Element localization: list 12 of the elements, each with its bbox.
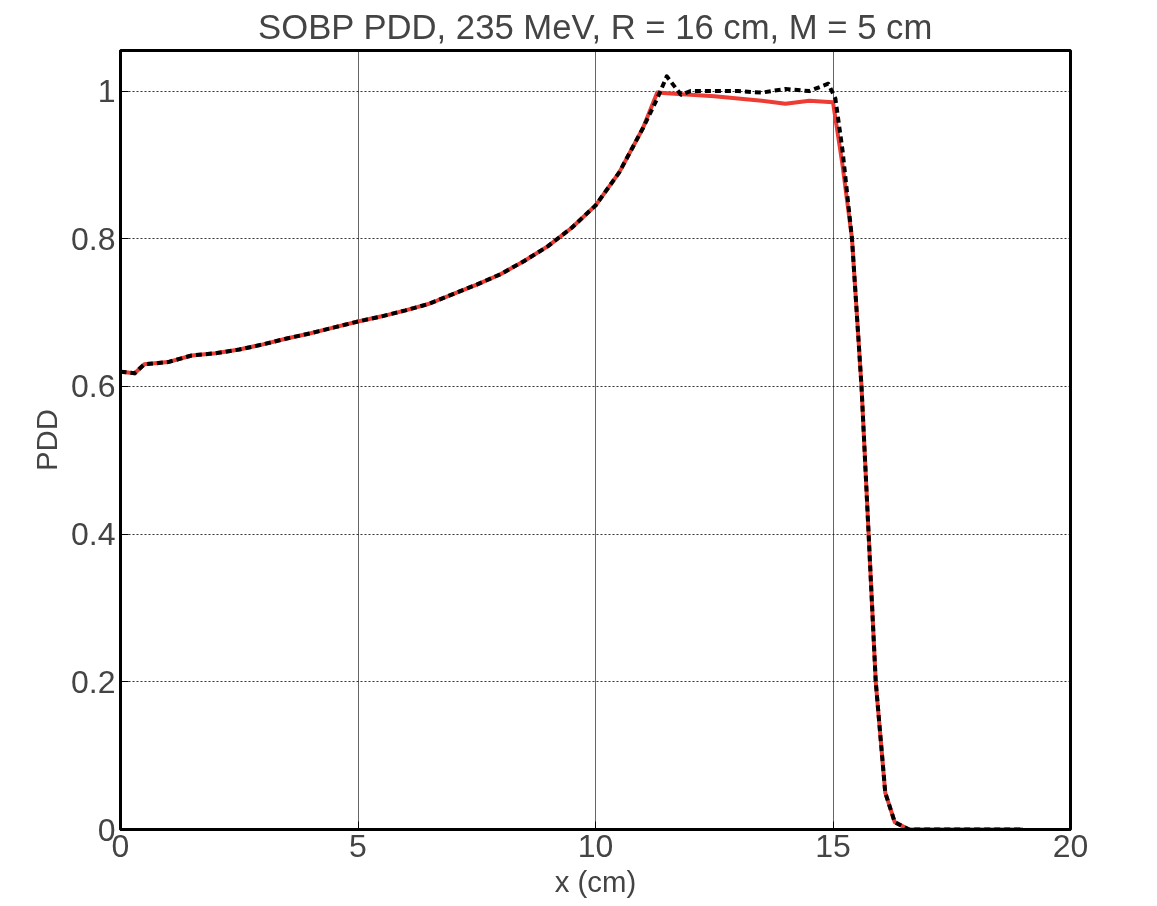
x-tick-label: 5 [349, 827, 367, 864]
chart-title: SOBP PDD, 235 MeV, R = 16 cm, M = 5 cm [258, 7, 933, 46]
y-tick-label: 0.4 [71, 516, 116, 553]
y-tick-label: 0.2 [71, 663, 116, 700]
y-tick-label: 0.8 [71, 220, 116, 257]
x-axis-title: x (cm) [554, 864, 637, 898]
y-tick-label: 0.6 [71, 368, 116, 405]
y-axis-title: PDD [30, 409, 64, 471]
x-tick-label: 10 [577, 827, 614, 864]
x-tick-label: 15 [815, 827, 851, 864]
y-tick-label: 1 [97, 73, 116, 110]
x-tick-label: 20 [1052, 827, 1089, 864]
